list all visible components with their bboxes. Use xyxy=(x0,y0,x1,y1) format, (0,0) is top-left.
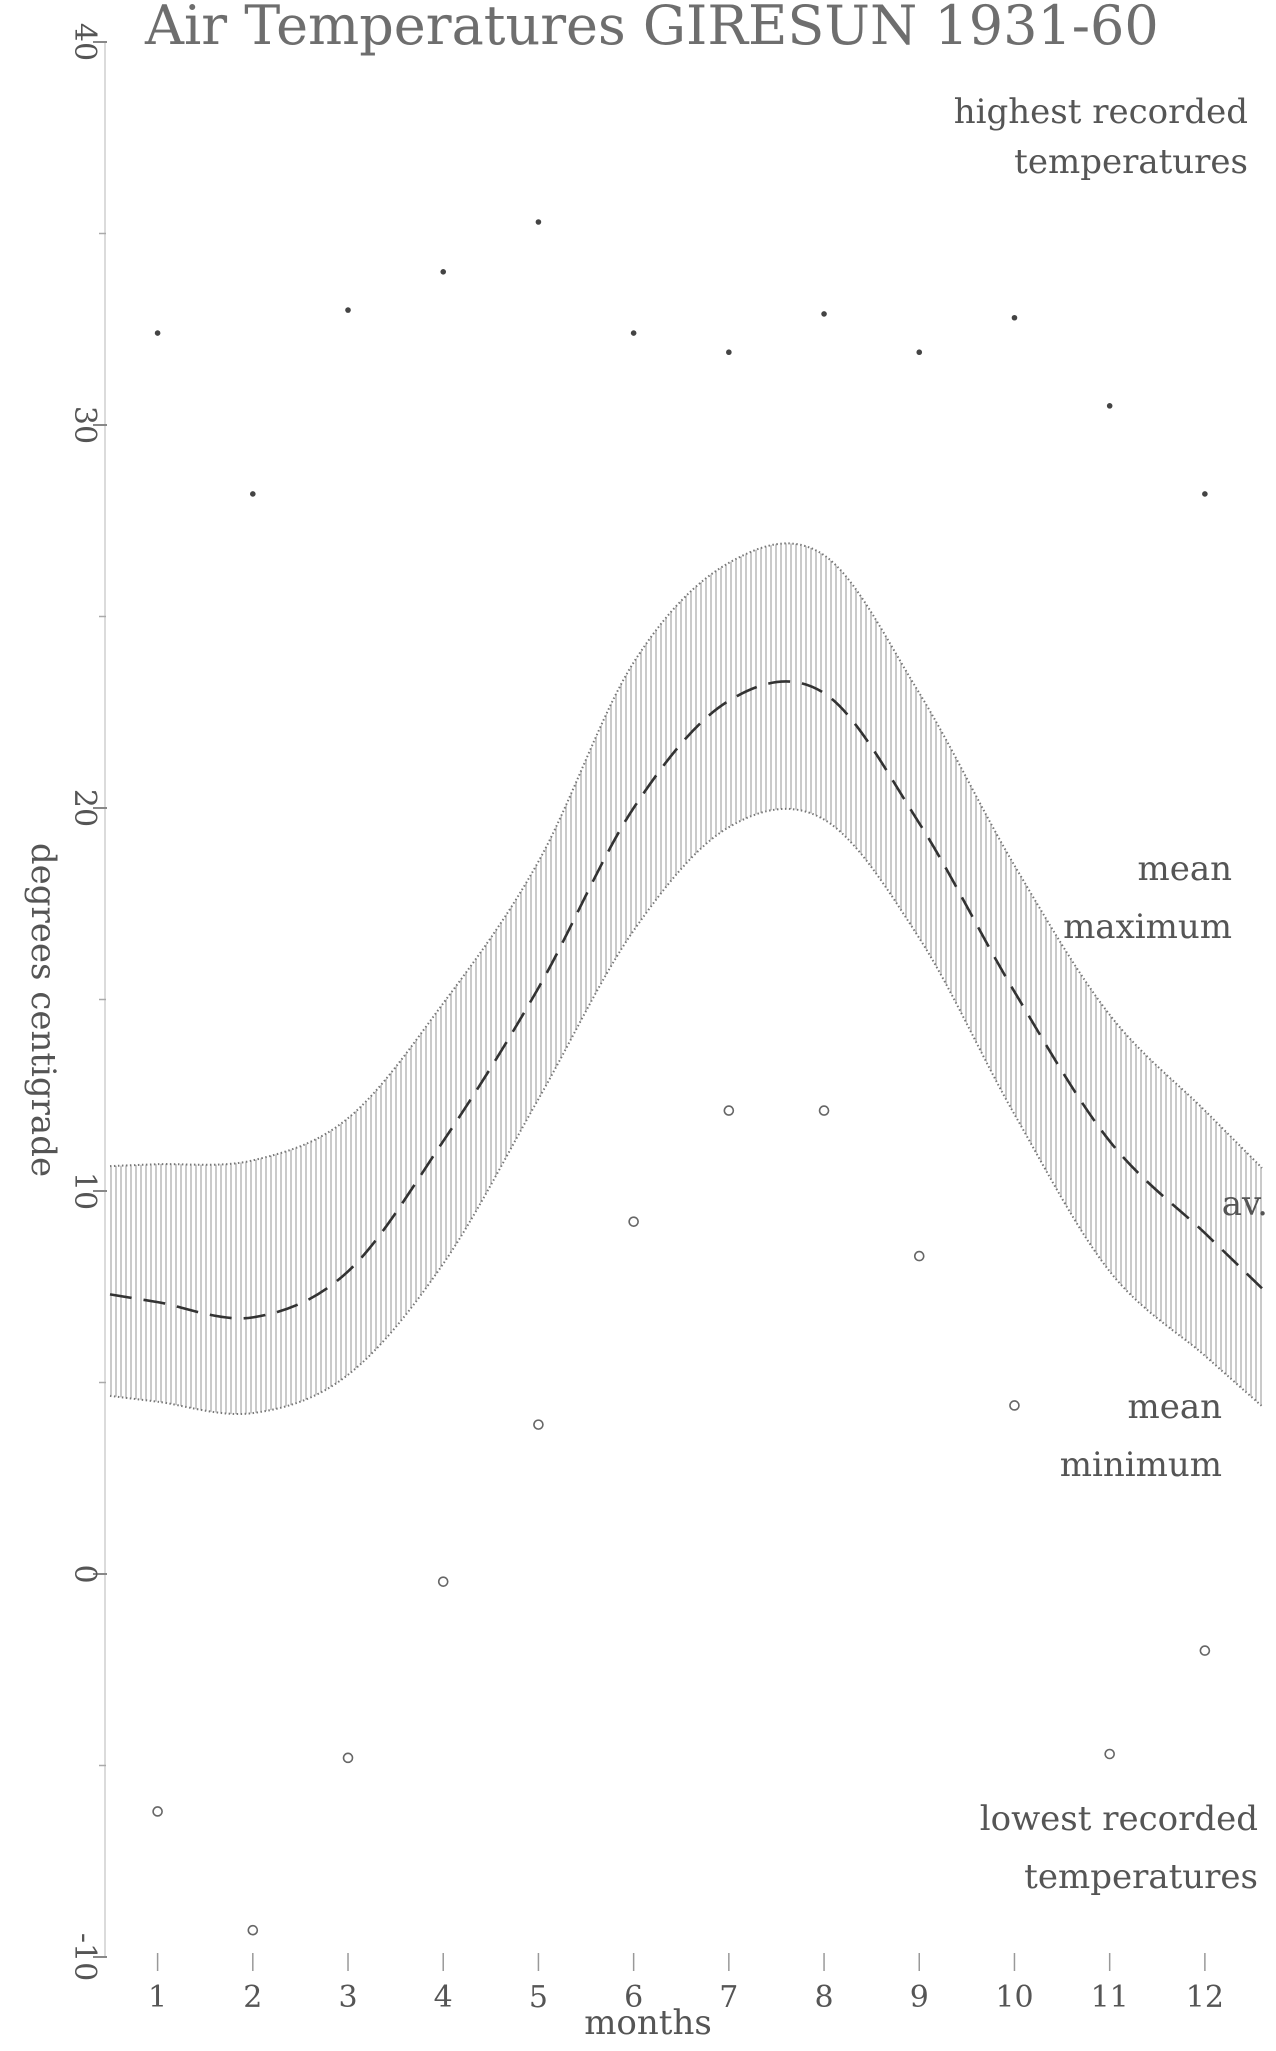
y-tick-label: 30 xyxy=(67,406,102,444)
average-line xyxy=(109,680,1263,1320)
x-tick-label: 6 xyxy=(624,1980,643,2015)
highest-recorded-point xyxy=(630,330,637,336)
mean-range-band xyxy=(110,543,1262,1415)
lowest-recorded-point xyxy=(533,1419,544,1430)
highest-recorded-point xyxy=(916,349,923,356)
lowest-recorded-point xyxy=(152,1806,163,1817)
y-tick-label: 10 xyxy=(67,1172,102,1210)
x-tick-label: 7 xyxy=(719,1980,738,2015)
mean-maximum-line xyxy=(109,542,1263,1169)
x-tick-label: 11 xyxy=(1091,1980,1129,2015)
x-tick-label: 3 xyxy=(338,1980,357,2015)
lowest-recorded-label: lowest recorded temperatures xyxy=(980,1799,1258,1897)
highest-recorded-point xyxy=(1106,403,1113,409)
highest-recorded-point xyxy=(535,219,542,225)
x-tick-label: 8 xyxy=(815,1980,834,2015)
highest-recorded-point xyxy=(345,307,351,313)
highest-recorded-point xyxy=(1011,314,1018,321)
mean-maximum-label: mean maximum xyxy=(1063,849,1232,947)
x-axis-label: months xyxy=(584,2003,712,2043)
lowest-recorded-point xyxy=(1199,1645,1211,1656)
x-tick-label: 4 xyxy=(434,1980,453,2015)
lowest-recorded-point xyxy=(818,1105,830,1116)
lowest-recorded-point xyxy=(247,1924,259,1936)
range-band-layer xyxy=(110,543,1262,1415)
lowest-recorded-point xyxy=(437,1576,449,1587)
chart-title: Air Temperatures GIRESUN 1931-60 xyxy=(144,0,1159,57)
series-lines-layer xyxy=(109,542,1263,1415)
highest-recorded-point xyxy=(250,491,256,497)
highest-recorded-label: highest recorded temperatures xyxy=(954,92,1248,182)
record-points-layer xyxy=(152,219,1211,1936)
x-tick-label: 10 xyxy=(995,1980,1033,2015)
series-labels-layer: highest recorded temperatures mean maximum a… xyxy=(954,92,1268,1897)
lowest-recorded-point xyxy=(628,1216,639,1227)
lowest-recorded-point xyxy=(1009,1400,1020,1411)
x-tick-label: 5 xyxy=(529,1980,548,2015)
y-tick-label: 0 xyxy=(67,1564,102,1583)
x-tick-label: 1 xyxy=(148,1980,167,2015)
highest-recorded-point xyxy=(1202,491,1208,497)
lowest-recorded-point xyxy=(342,1752,354,1764)
highest-recorded-point xyxy=(440,269,447,275)
x-tick-label: 12 xyxy=(1186,1980,1224,2015)
y-axis-label: degrees centigrade xyxy=(23,843,63,1177)
x-tick-label: 9 xyxy=(910,1980,929,2015)
lowest-recorded-point xyxy=(723,1105,735,1116)
x-tick-label: 2 xyxy=(243,1980,262,2015)
lowest-recorded-point xyxy=(913,1250,925,1262)
highest-recorded-point xyxy=(154,330,161,336)
average-label: av. xyxy=(1222,1184,1268,1224)
y-tick-label: 40 xyxy=(67,23,102,61)
highest-recorded-point xyxy=(821,311,827,317)
highest-recorded-point xyxy=(726,349,732,356)
lowest-recorded-point xyxy=(1104,1748,1115,1760)
mean-minimum-label: mean minimum xyxy=(1060,1387,1222,1485)
y-tick-label: 20 xyxy=(67,789,102,827)
y-tick-label: -10 xyxy=(67,1933,102,1981)
